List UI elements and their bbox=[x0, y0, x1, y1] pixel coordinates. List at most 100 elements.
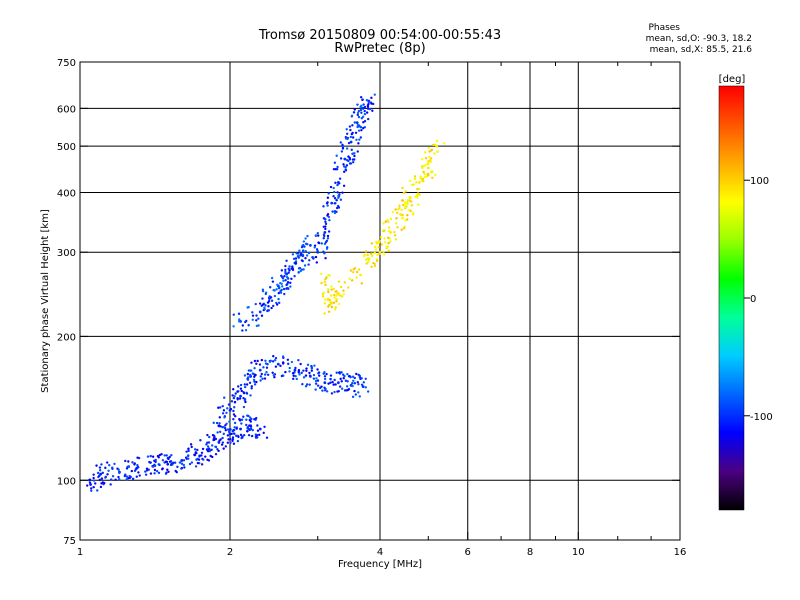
data-point bbox=[246, 372, 250, 376]
data-point bbox=[226, 434, 230, 437]
data-point bbox=[382, 222, 385, 225]
data-point bbox=[359, 274, 363, 277]
data-point bbox=[257, 317, 260, 320]
data-point bbox=[427, 174, 430, 177]
data-point bbox=[149, 454, 152, 458]
data-point bbox=[324, 227, 327, 231]
data-point bbox=[214, 445, 217, 448]
data-point bbox=[345, 164, 349, 167]
data-point bbox=[327, 288, 330, 291]
data-point bbox=[92, 476, 95, 480]
data-points bbox=[86, 93, 446, 492]
data-point bbox=[292, 257, 296, 261]
data-point bbox=[339, 141, 342, 144]
data-point bbox=[232, 313, 235, 316]
data-point bbox=[323, 377, 327, 381]
data-point bbox=[217, 406, 220, 409]
data-point bbox=[369, 252, 373, 255]
data-point bbox=[362, 121, 365, 124]
data-point bbox=[96, 489, 99, 492]
data-point bbox=[379, 236, 383, 239]
data-point bbox=[259, 375, 263, 378]
data-point bbox=[187, 457, 190, 460]
data-point bbox=[370, 102, 373, 105]
data-point bbox=[90, 489, 93, 492]
data-point bbox=[221, 436, 224, 440]
y-axis-label: Stationary phase Virtual Height [km] bbox=[40, 209, 51, 393]
data-point bbox=[206, 433, 209, 437]
data-point bbox=[198, 455, 201, 458]
data-point bbox=[300, 371, 303, 375]
data-point bbox=[164, 460, 168, 463]
data-point bbox=[187, 449, 190, 453]
data-point bbox=[201, 447, 205, 451]
data-point bbox=[263, 306, 266, 309]
data-point bbox=[402, 191, 406, 195]
data-point bbox=[258, 310, 262, 314]
data-point bbox=[280, 288, 283, 292]
data-point bbox=[211, 433, 215, 437]
data-point bbox=[331, 380, 334, 384]
data-point bbox=[357, 142, 360, 145]
data-point bbox=[316, 231, 319, 235]
data-point bbox=[427, 146, 430, 149]
data-point bbox=[153, 464, 157, 467]
data-point bbox=[243, 398, 247, 401]
data-point bbox=[397, 208, 400, 211]
data-point bbox=[418, 193, 421, 196]
data-point bbox=[288, 370, 291, 373]
data-point bbox=[167, 470, 170, 473]
data-point bbox=[244, 400, 247, 404]
data-point bbox=[251, 314, 255, 317]
data-point bbox=[170, 453, 173, 457]
data-point bbox=[314, 379, 318, 383]
data-point bbox=[98, 466, 102, 469]
data-point bbox=[262, 366, 265, 369]
data-point bbox=[391, 210, 395, 214]
y-tick-label: 200 bbox=[57, 332, 76, 343]
data-point bbox=[359, 96, 363, 99]
data-point bbox=[401, 186, 404, 190]
data-point bbox=[329, 300, 332, 303]
data-point bbox=[261, 297, 264, 300]
data-point bbox=[272, 304, 275, 308]
data-point bbox=[357, 129, 361, 132]
data-point bbox=[323, 302, 327, 305]
data-point bbox=[375, 259, 379, 263]
data-point bbox=[158, 453, 162, 457]
data-point bbox=[291, 265, 294, 268]
y-tick-label: 400 bbox=[57, 188, 76, 199]
data-point bbox=[232, 432, 236, 435]
data-point bbox=[322, 250, 325, 253]
data-point bbox=[325, 247, 329, 250]
data-point bbox=[346, 372, 349, 376]
data-point bbox=[299, 362, 302, 366]
data-point bbox=[384, 241, 387, 244]
data-point bbox=[342, 184, 346, 187]
data-point bbox=[352, 111, 356, 114]
data-point bbox=[355, 270, 359, 274]
data-point bbox=[308, 371, 311, 375]
data-point bbox=[255, 314, 258, 317]
phase-stats-x: mean, sd,X: 85.5, 21.6 bbox=[649, 45, 752, 55]
data-point bbox=[315, 261, 318, 264]
data-point bbox=[242, 415, 245, 418]
data-point bbox=[341, 191, 344, 194]
data-point bbox=[236, 390, 239, 393]
data-point bbox=[417, 203, 420, 206]
data-point bbox=[340, 380, 343, 383]
data-point bbox=[370, 265, 373, 268]
data-point bbox=[305, 369, 308, 372]
data-point bbox=[418, 187, 421, 191]
data-point bbox=[254, 433, 258, 436]
data-point bbox=[255, 416, 258, 420]
data-point bbox=[125, 467, 129, 470]
data-point bbox=[330, 288, 333, 291]
data-point bbox=[104, 475, 108, 479]
data-point bbox=[137, 466, 140, 469]
data-point bbox=[240, 418, 244, 421]
data-point bbox=[333, 390, 336, 394]
data-point bbox=[117, 475, 120, 479]
y-tick-label: 300 bbox=[57, 248, 76, 259]
data-point bbox=[320, 272, 323, 276]
